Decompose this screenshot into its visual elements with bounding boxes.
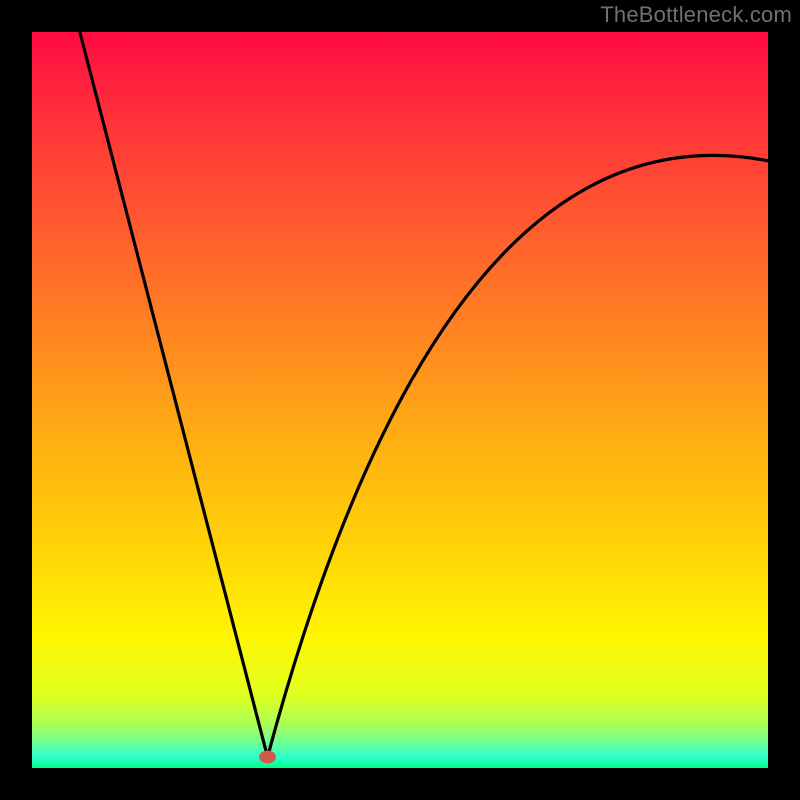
vertex-marker (259, 750, 276, 763)
watermark-text: TheBottleneck.com (600, 2, 792, 28)
plot-area (32, 32, 768, 768)
chart-frame: TheBottleneck.com (0, 0, 800, 800)
plot-svg (32, 32, 768, 768)
